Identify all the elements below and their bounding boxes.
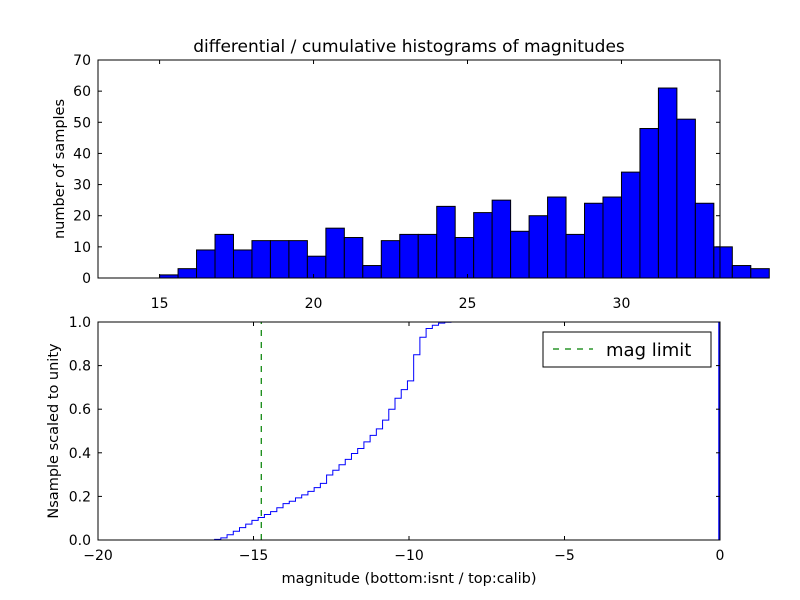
top-y-tick-label: 10 <box>73 240 91 256</box>
histogram-bar <box>639 128 659 279</box>
top-y-tick-label: 20 <box>73 209 91 225</box>
bottom-y-tick-label: 0.0 <box>69 533 91 549</box>
histogram-bar <box>251 240 271 279</box>
bottom-x-tick-label: −10 <box>394 548 424 564</box>
bottom-y-axis-label: Nsample scaled to unity <box>46 343 62 519</box>
bottom-x-axis-label: magnitude (bottom:isnt / top:calib) <box>281 571 536 587</box>
bottom-x-tick-label: −15 <box>239 548 269 564</box>
top-y-tick-label: 50 <box>73 115 91 131</box>
histogram-bar <box>214 233 234 279</box>
top-x-tick-label: 25 <box>459 296 477 312</box>
legend: mag limit <box>542 331 712 368</box>
bottom-y-tick-label: 0.6 <box>69 402 91 418</box>
histogram-bar <box>269 240 290 279</box>
histogram-bar <box>620 171 641 279</box>
top-plot-frame <box>97 59 721 279</box>
top-y-tick-label: 40 <box>73 146 91 162</box>
top-y-tick-label: 30 <box>73 178 91 194</box>
histogram-bar <box>454 237 475 279</box>
bottom-x-tick-label: −20 <box>83 548 113 564</box>
bottom-x-ticks: −20 −15 −10 −5 0 <box>83 322 724 564</box>
top-histogram-chart: differential / cumulative histograms of … <box>52 37 770 312</box>
top-x-ticks: 15 20 25 30 <box>151 60 631 312</box>
histogram-bar <box>196 249 216 279</box>
histogram-bar <box>417 233 438 279</box>
cumulative-step-line <box>98 321 720 541</box>
top-x-tick-label: 20 <box>305 296 323 312</box>
histogram-bar <box>584 202 604 279</box>
histogram-bar <box>694 202 715 279</box>
histogram-bar <box>657 87 678 279</box>
histogram-bar <box>380 240 401 279</box>
histogram-bar <box>473 212 493 279</box>
histogram-bar <box>676 118 696 279</box>
top-y-tick-label: 70 <box>73 53 91 69</box>
histogram-bar <box>343 237 364 279</box>
histogram-bar <box>306 255 327 279</box>
histogram-bar <box>399 233 419 279</box>
histogram-bar <box>528 215 549 279</box>
top-y-axis-label: number of samples <box>52 99 68 239</box>
bottom-y-ticks: 0.0 0.2 0.4 0.6 0.8 1.0 <box>69 315 720 549</box>
histogram-bar <box>750 268 770 279</box>
top-bars <box>159 87 770 279</box>
legend-entry-mag-limit: mag limit <box>606 340 691 361</box>
histogram-bar <box>547 196 567 279</box>
bottom-cumulative-chart: Nsample scaled to unity magnitude (botto… <box>46 315 724 587</box>
bottom-plot-frame <box>97 321 721 541</box>
bottom-y-tick-label: 0.8 <box>69 359 91 375</box>
histogram-bar <box>325 227 345 279</box>
bottom-series <box>98 321 720 541</box>
histogram-bar <box>436 205 456 279</box>
histogram-bar <box>565 233 586 279</box>
top-y-tick-label: 60 <box>73 84 91 100</box>
top-x-tick-label: 30 <box>613 296 631 312</box>
histogram-bar <box>491 199 512 279</box>
bottom-x-tick-label: 0 <box>716 548 725 564</box>
bottom-y-tick-label: 1.0 <box>69 315 91 331</box>
histogram-bar <box>713 246 733 279</box>
bottom-x-tick-label: −5 <box>554 548 575 564</box>
bottom-y-tick-label: 0.2 <box>69 489 91 505</box>
top-x-tick-label: 15 <box>151 296 169 312</box>
top-chart-title: differential / cumulative histograms of … <box>193 37 625 57</box>
bottom-y-tick-label: 0.4 <box>69 446 91 462</box>
histogram-bar <box>288 240 308 279</box>
top-y-tick-label: 0 <box>82 271 91 287</box>
histogram-bar <box>731 265 752 279</box>
histogram-bar <box>362 265 382 279</box>
histogram-bar <box>232 249 253 279</box>
histogram-bar <box>177 268 198 279</box>
histogram-bar <box>602 196 622 279</box>
histogram-bar <box>510 230 530 279</box>
